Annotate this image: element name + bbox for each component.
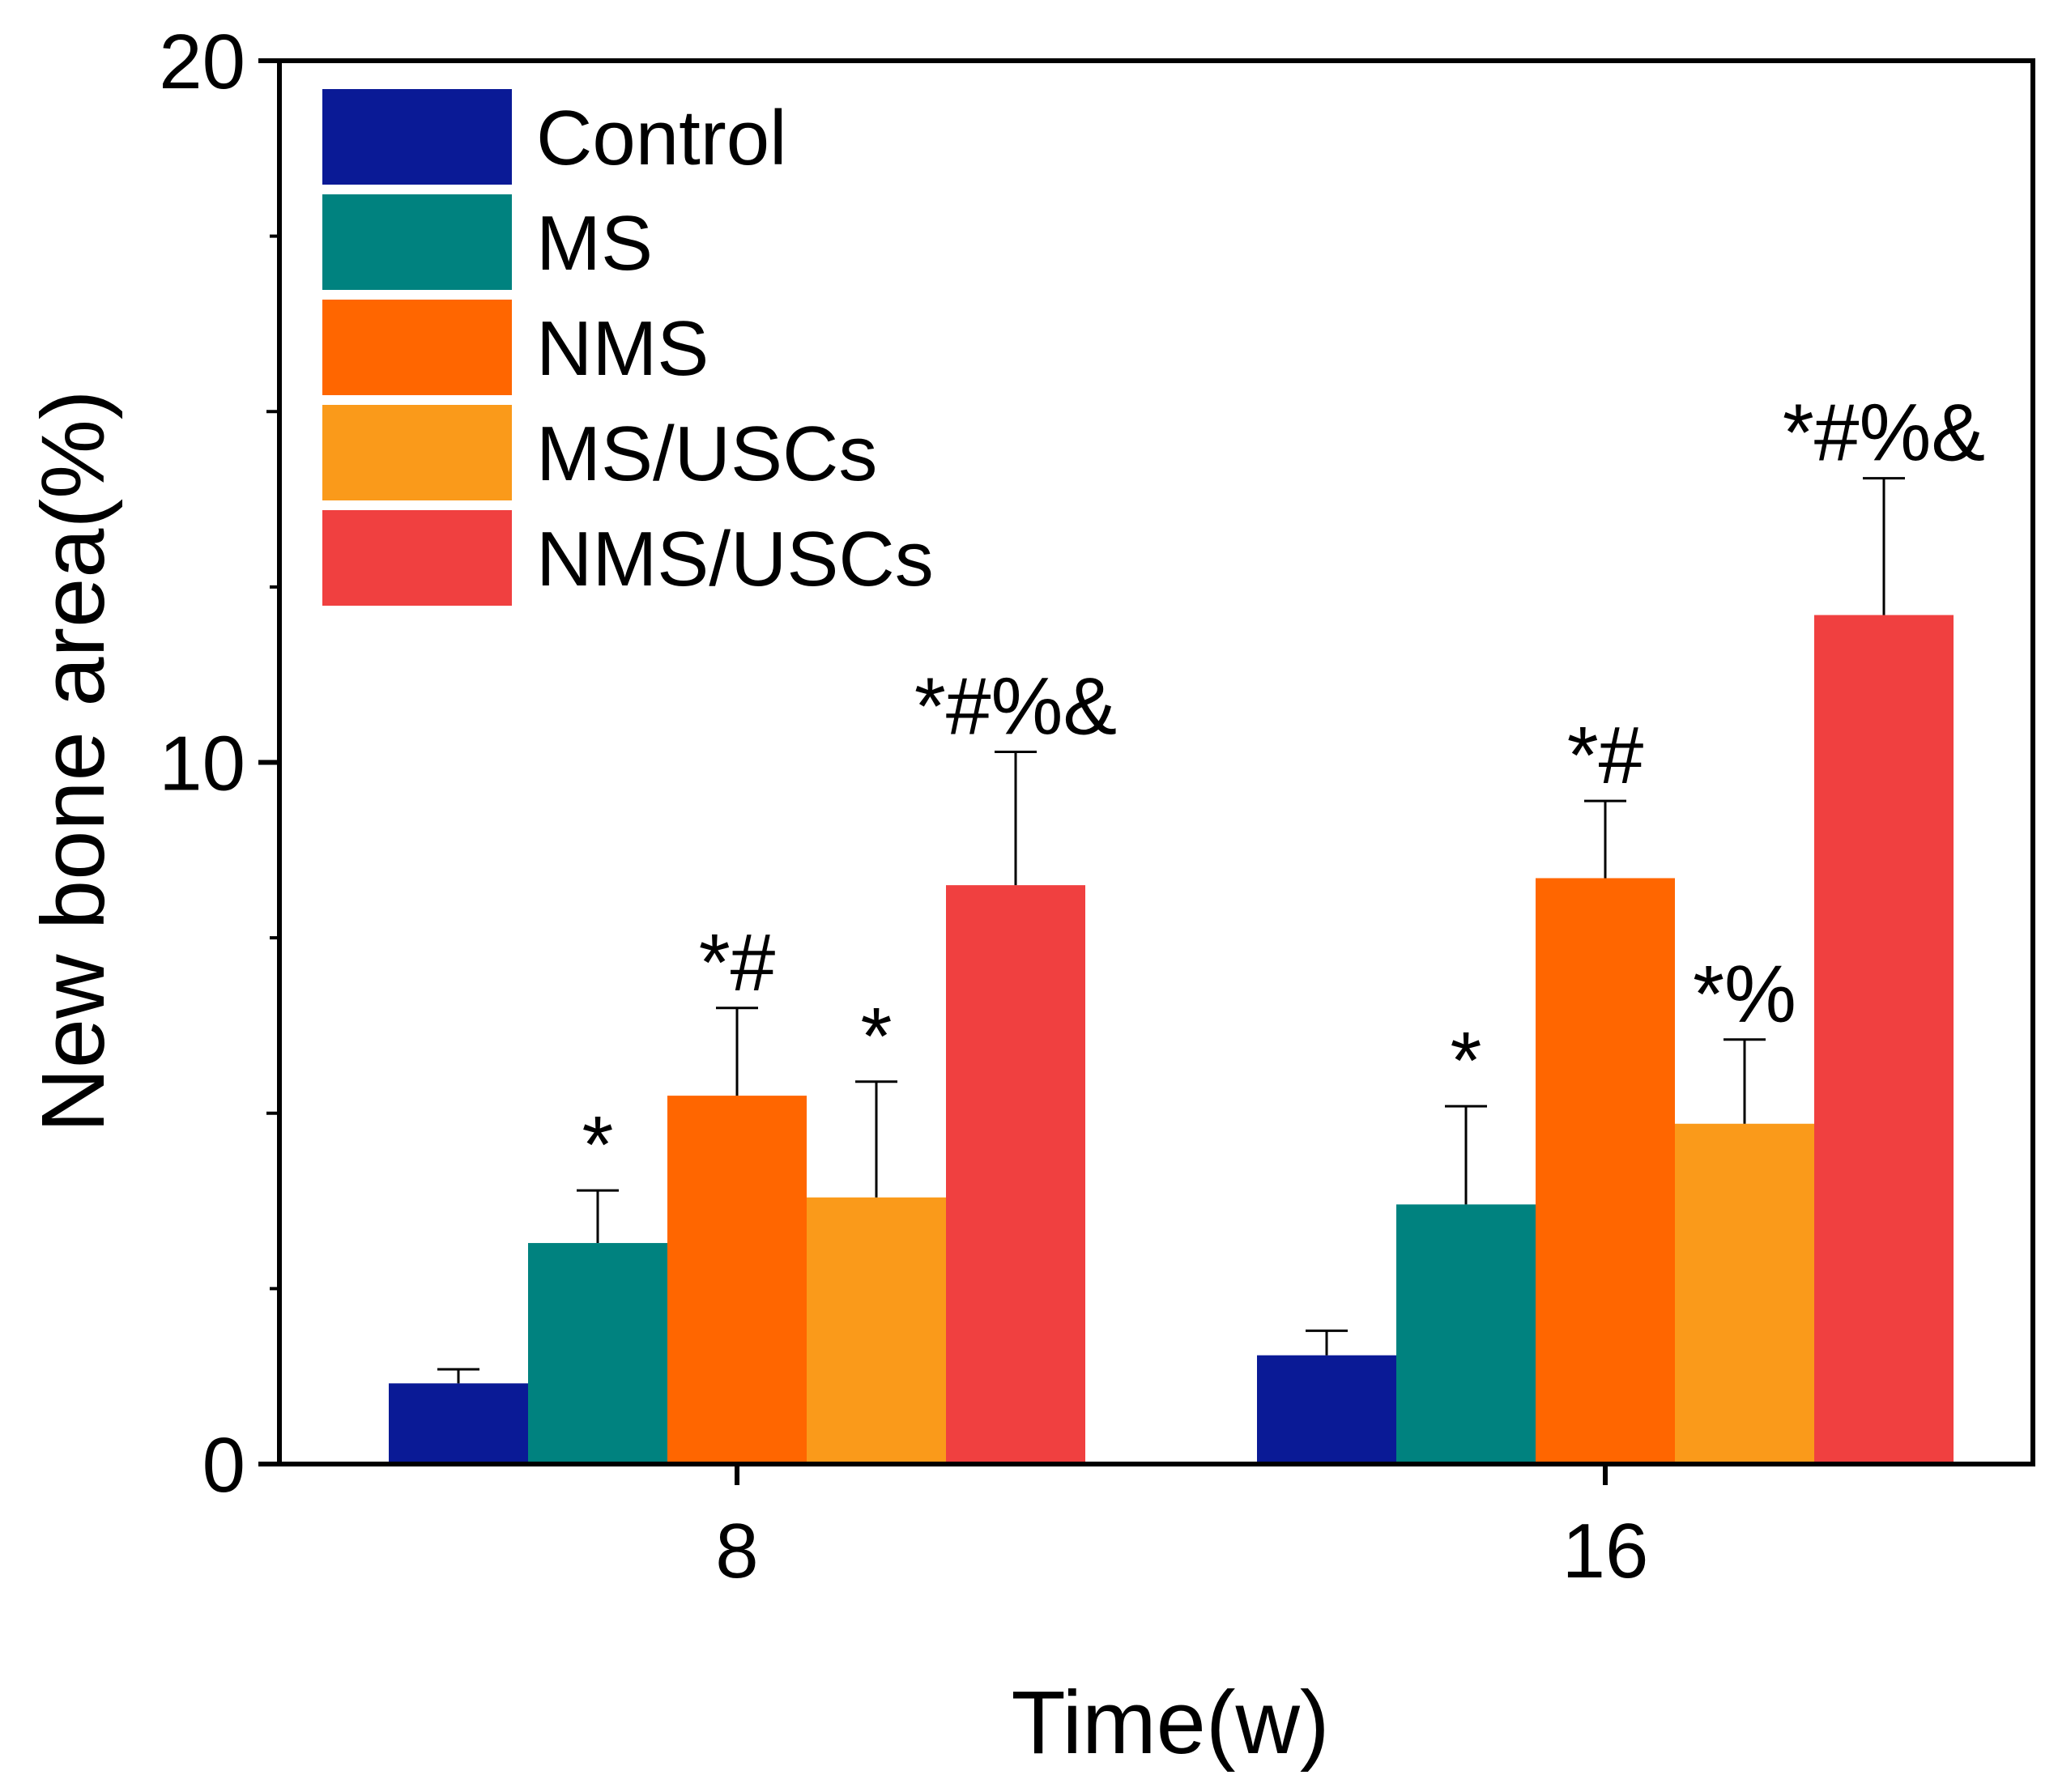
legend-label: MS <box>536 200 653 287</box>
y-tick-label: 20 <box>159 19 245 105</box>
bar-nms-8 <box>667 1096 807 1464</box>
bar-nms-uscs-8 <box>946 885 1085 1464</box>
bar-ms-uscs-16 <box>1675 1123 1814 1464</box>
bar-nms-16 <box>1536 878 1675 1464</box>
significance-label: * <box>1451 1015 1482 1106</box>
x-axis-title: Time(w) <box>1011 1673 1329 1773</box>
legend-swatch-nms <box>322 300 512 395</box>
significance-label: *# <box>699 917 776 1008</box>
significance-label: *% <box>1693 949 1796 1040</box>
x-tick-label: 16 <box>1562 1508 1649 1594</box>
y-axis-title: New bone area(%) <box>23 389 123 1132</box>
legend-swatch-control <box>322 89 512 185</box>
bar-control-16 <box>1257 1355 1396 1464</box>
bar-ms-8 <box>528 1243 667 1464</box>
bar-nms-uscs-16 <box>1814 615 1954 1465</box>
y-tick-label: 0 <box>202 1422 245 1509</box>
axes-layer: 0 10 20 8 16 <box>159 19 2035 1594</box>
legend-label: NMS <box>536 305 709 392</box>
legend-label: MS/USCs <box>536 411 877 497</box>
legend-label: NMS/USCs <box>536 516 934 602</box>
bar-ms-16 <box>1396 1204 1536 1464</box>
error-bars-layer <box>437 477 1905 1384</box>
x-tick-label: 8 <box>715 1508 758 1594</box>
legend: Control MS NMS MS/USCs NMS/USCs <box>322 89 934 606</box>
significance-label: * <box>861 991 893 1082</box>
legend-swatch-nms-uscs <box>322 510 512 606</box>
annotations-layer: * *# * *#%& * *# *% *#%& <box>582 388 1986 1190</box>
significance-label: * <box>582 1100 614 1190</box>
legend-swatch-ms <box>322 194 512 290</box>
significance-label: *#%& <box>914 662 1117 752</box>
significance-label: *# <box>1567 710 1644 801</box>
legend-label: Control <box>536 95 786 181</box>
bar-ms-uscs-8 <box>807 1197 946 1464</box>
bars-layer <box>389 615 1954 1465</box>
significance-label: *#%& <box>1783 388 1985 479</box>
legend-swatch-ms-uscs <box>322 405 512 500</box>
y-tick-label: 10 <box>159 721 245 807</box>
bar-control-8 <box>389 1383 528 1464</box>
